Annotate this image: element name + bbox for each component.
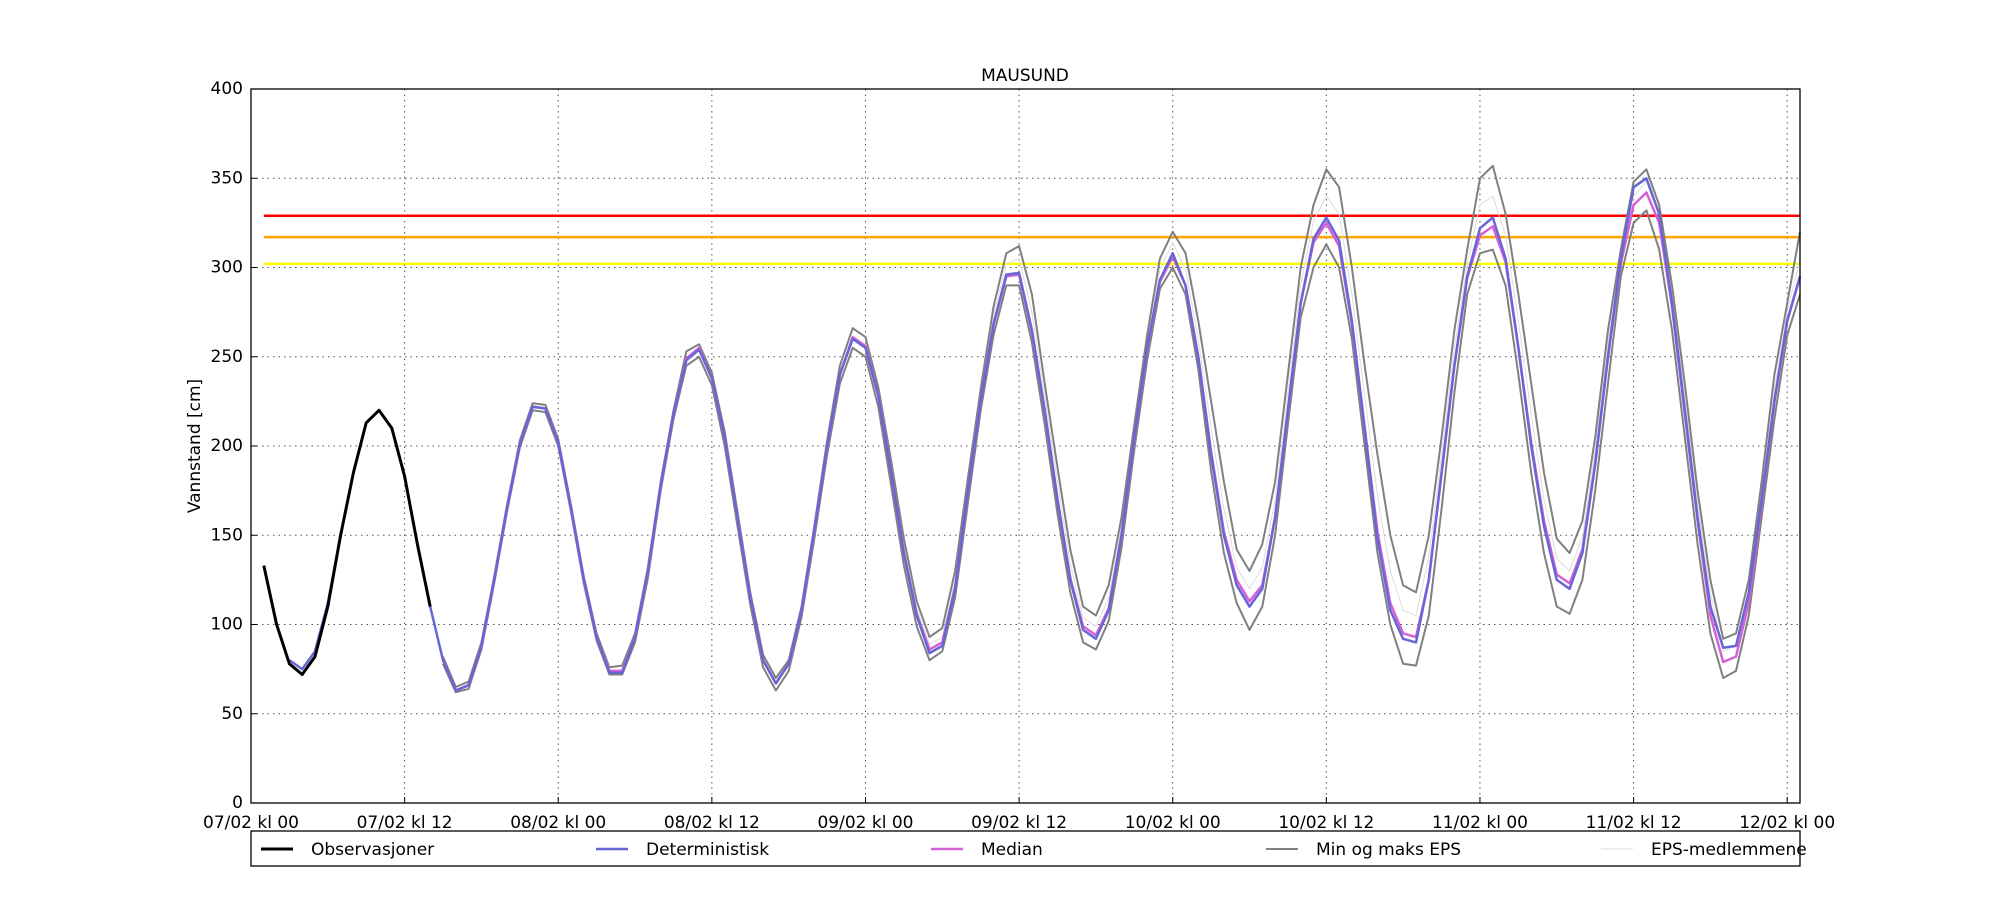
x-tick-label: 09/02 kl 00 [817, 813, 913, 833]
legend-label: EPS-medlemmene [1651, 840, 1807, 860]
x-tick-label: 07/02 kl 12 [357, 813, 453, 833]
y-axis-label: Vannstand [cm] [185, 379, 205, 513]
x-tick-label: 08/02 kl 12 [664, 813, 760, 833]
y-tick-label: 300 [211, 258, 243, 278]
x-tick-label: 09/02 kl 12 [971, 813, 1067, 833]
x-tick-label: 08/02 kl 00 [510, 813, 606, 833]
x-tick-label: 11/02 kl 12 [1586, 813, 1682, 833]
y-tick-label: 250 [211, 347, 243, 367]
legend-label: Observasjoner [311, 840, 434, 860]
y-tick-label: 50 [221, 704, 243, 724]
y-tick-label: 400 [211, 79, 243, 99]
legend-box [250, 830, 1801, 867]
chart-title: MAUSUND [981, 66, 1069, 86]
x-tick-label: 10/02 kl 12 [1278, 813, 1374, 833]
y-tick-label: 200 [211, 436, 243, 456]
legend-label: Median [981, 840, 1043, 860]
series-line [288, 177, 1802, 692]
legend-label: Min og maks EPS [1316, 840, 1461, 860]
series-line [262, 408, 432, 676]
y-tick-label: 350 [211, 168, 243, 188]
plot-frame [250, 88, 1801, 804]
series-line [442, 164, 1801, 688]
x-tick-label: 11/02 kl 00 [1432, 813, 1528, 833]
legend-label: Deterministisk [646, 840, 769, 860]
y-tick-label: 0 [232, 793, 243, 813]
y-tick-label: 150 [211, 525, 243, 545]
x-tick-label: 10/02 kl 00 [1125, 813, 1221, 833]
x-tick-label: 07/02 kl 00 [203, 813, 299, 833]
y-tick-label: 100 [211, 615, 243, 635]
x-tick-label: 12/02 kl 00 [1739, 813, 1835, 833]
